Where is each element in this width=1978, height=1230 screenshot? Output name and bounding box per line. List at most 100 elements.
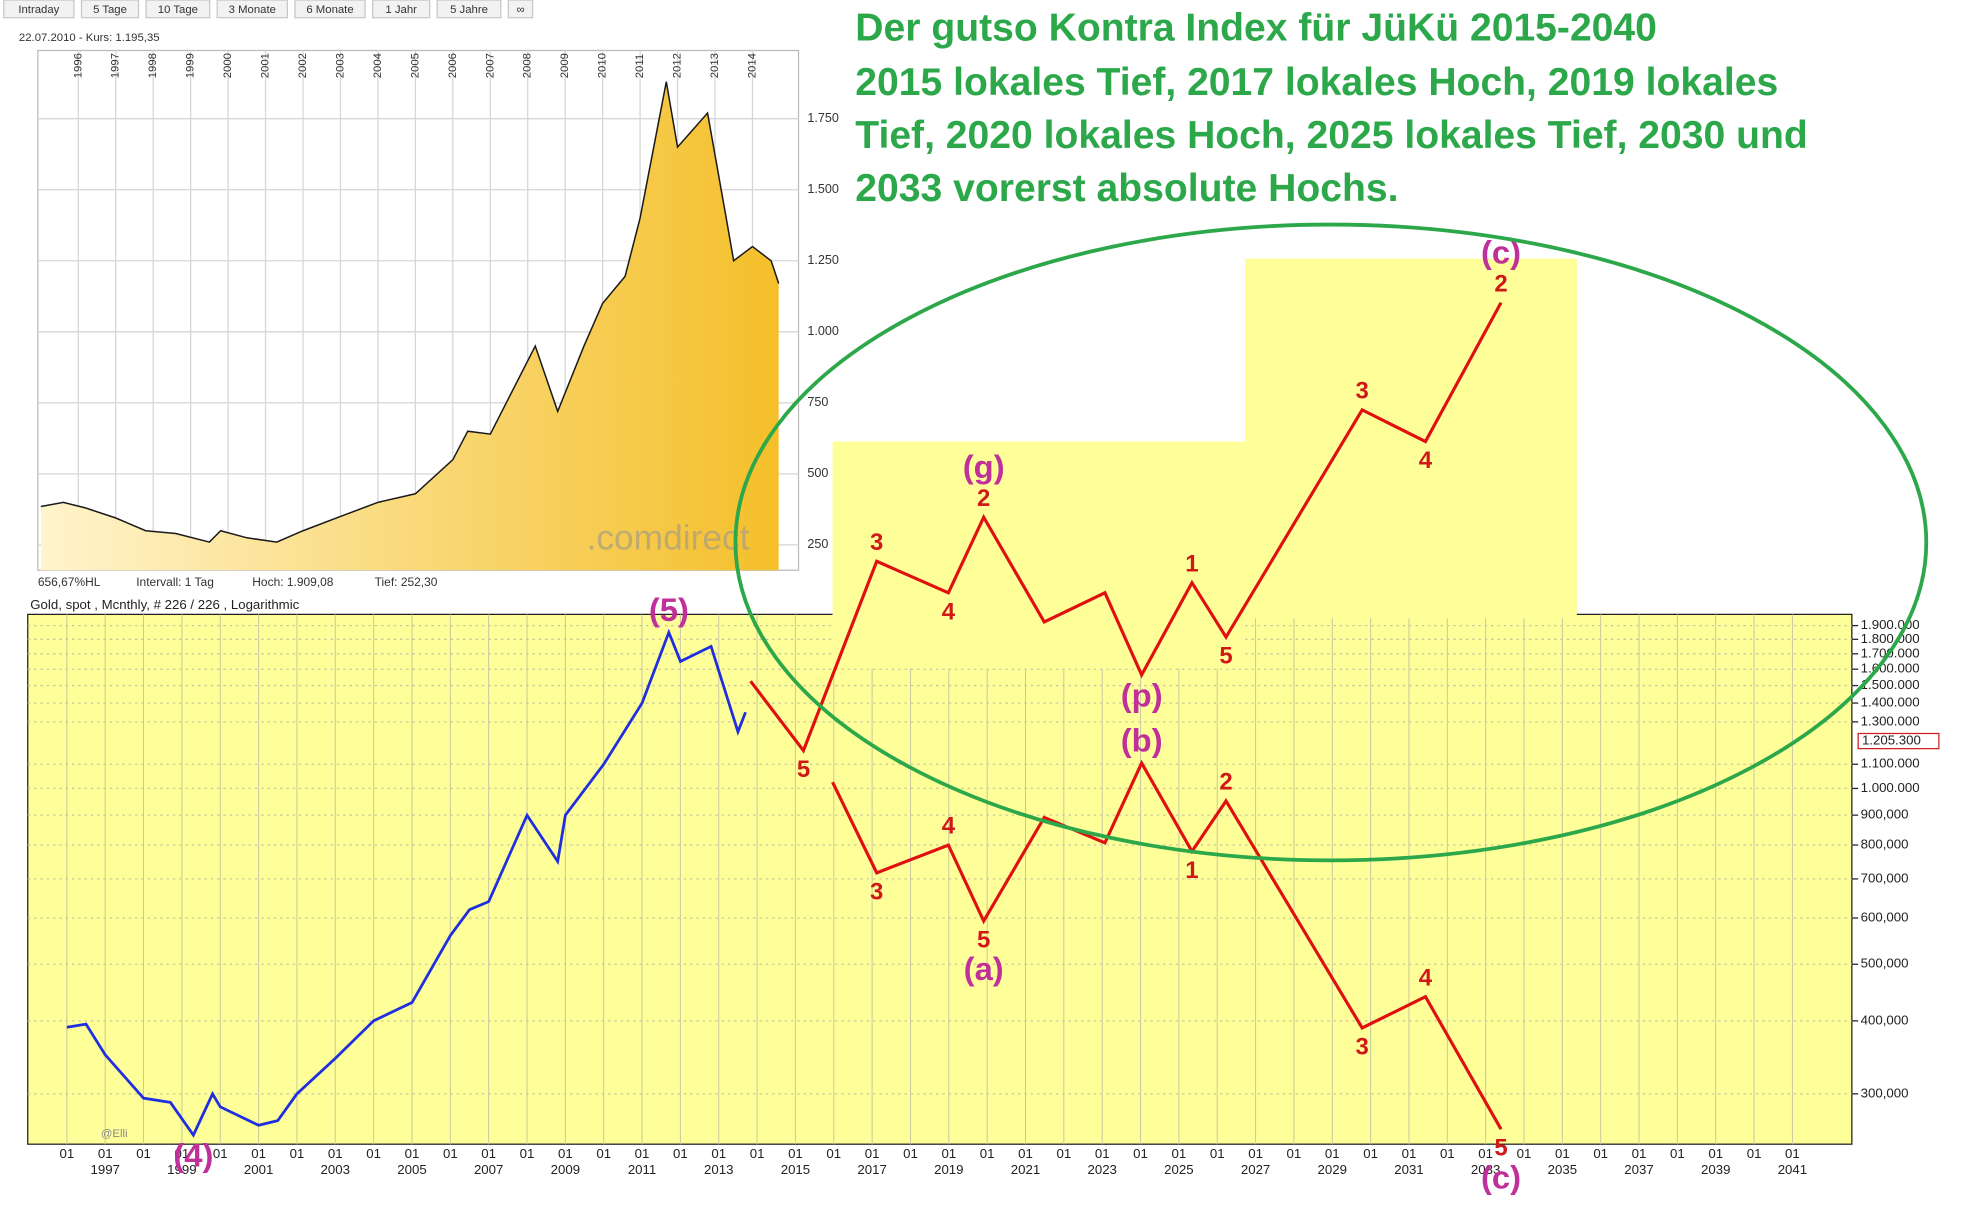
y-tick-label: 1.800.000 — [1861, 631, 1920, 646]
tab-label[interactable]: Intraday — [18, 4, 59, 16]
tab[interactable] — [145, 0, 211, 19]
x-tick-label: 2010 — [597, 53, 609, 78]
price-line — [40, 81, 780, 543]
degree-label: (c) — [1481, 1158, 1521, 1195]
month-tick-label: 01 — [251, 1146, 266, 1161]
month-tick-label: 01 — [1287, 1146, 1302, 1161]
month-tick-label: 01 — [443, 1146, 458, 1161]
x-tick-label: 2005 — [409, 53, 421, 78]
x-tick-label: 2041 — [1778, 1162, 1807, 1177]
projections: (4)(5)5342(g)(p)15342(c)345(a)(b)12345(c… — [173, 233, 1521, 1195]
headline: 2033 vorerst absolute Hochs. — [855, 167, 1398, 210]
tab-label[interactable]: 6 Monate — [306, 4, 353, 16]
bottom-chart: Gold, spot , Mcnthly, # 226 / 226 , Loga… — [27, 597, 1940, 1177]
month-tick-label: 01 — [1133, 1146, 1148, 1161]
x-tick-label: 2039 — [1701, 1162, 1730, 1177]
tab-label[interactable]: ∞ — [516, 4, 524, 16]
y-tick-label: 1.300.000 — [1861, 713, 1920, 728]
projection-line — [749, 301, 1503, 754]
y-tick-label: 1.600.000 — [1861, 661, 1920, 676]
month-tick-label: 01 — [1402, 1146, 1417, 1161]
tab[interactable] — [294, 0, 366, 19]
tab[interactable] — [216, 0, 288, 19]
x-tick-label: 1999 — [167, 1162, 196, 1177]
wave-label: 5 — [797, 756, 810, 783]
month-tick-label: 01 — [673, 1146, 688, 1161]
y-tick-label: 1.000.000 — [1861, 780, 1920, 795]
tab[interactable] — [436, 0, 502, 19]
month-tick-label: 01 — [596, 1146, 611, 1161]
x-tick-label: 2011 — [628, 1162, 656, 1177]
tab[interactable] — [372, 0, 431, 19]
tab-label[interactable]: 5 Tage — [93, 4, 127, 16]
degree-label: (a) — [964, 950, 1004, 987]
tab[interactable] — [507, 0, 534, 19]
month-tick-label: 01 — [520, 1146, 535, 1161]
copyright: @Elli — [101, 1128, 128, 1140]
current-price-box — [1857, 732, 1940, 750]
highlight-ellipse — [733, 222, 1929, 863]
x-tick-label: 2004 — [372, 53, 384, 78]
x-tick-label: 2037 — [1624, 1162, 1653, 1177]
x-tick-label: 2009 — [551, 1162, 580, 1177]
y-tick-label: 1.250 — [807, 253, 839, 267]
x-tick-label: 2003 — [321, 1162, 350, 1177]
overlay-patch — [1245, 258, 1577, 619]
x-tick-label: 2027 — [1241, 1162, 1270, 1177]
x-tick-label: 2007 — [484, 53, 496, 78]
month-tick-label: 01 — [1172, 1146, 1187, 1161]
footer-text: Intervall: 1 Tag — [136, 575, 214, 589]
x-tick-label: 2031 — [1394, 1162, 1423, 1177]
x-tick-label: 2017 — [857, 1162, 886, 1177]
wave-label: 4 — [1419, 447, 1433, 474]
tab-label[interactable]: 3 Monate — [229, 4, 276, 16]
y-tick-label: 800,000 — [1861, 837, 1909, 852]
month-tick-label: 01 — [711, 1146, 726, 1161]
wave-label: 3 — [1356, 378, 1369, 405]
month-tick-label: 01 — [1325, 1146, 1340, 1161]
wave-label: 1 — [1185, 857, 1198, 884]
month-tick-label: 01 — [1095, 1146, 1110, 1161]
top-chart: Intraday 5 Tage 10 Tage 3 Monate 6 Monate 1 J… — [3, 0, 839, 589]
y-tick-label: 500,000 — [1861, 956, 1909, 971]
month-tick-label: 01 — [826, 1146, 841, 1161]
y-tick-label: 900,000 — [1861, 807, 1909, 822]
price-line — [66, 628, 747, 1138]
area-fill — [40, 81, 779, 571]
degree-label: (4) — [173, 1136, 213, 1173]
tab[interactable] — [80, 0, 140, 19]
x-tick-label: 2021 — [1011, 1162, 1040, 1177]
month-tick-label: 01 — [1018, 1146, 1033, 1161]
current-price-label: 1.205.300 — [1862, 733, 1921, 748]
month-tick-label: 01 — [405, 1146, 420, 1161]
month-tick-label: 01 — [1747, 1146, 1762, 1161]
tab-label[interactable]: 10 Tage — [158, 4, 198, 16]
tab-label[interactable]: 1 Jahr — [385, 4, 417, 16]
tab-label[interactable]: 5 Jahre — [450, 4, 488, 16]
x-tick-label: 2002 — [297, 53, 309, 78]
month-tick-label: 01 — [635, 1146, 650, 1161]
x-tick-label: 2029 — [1318, 1162, 1347, 1177]
headline: Der gutso Kontra Index für JüKü 2015-204… — [855, 7, 1657, 50]
degree-label: (b) — [1121, 722, 1163, 759]
overlay-patch — [832, 441, 1246, 669]
x-tick-label: 2011 — [634, 54, 646, 78]
x-tick-label: 2012 — [672, 53, 684, 78]
month-tick-label: 01 — [1555, 1146, 1570, 1161]
x-tick-label: 2007 — [474, 1162, 503, 1177]
month-tick-label: 01 — [328, 1146, 343, 1161]
y-tick-label: 1.100.000 — [1861, 756, 1920, 771]
headline: 2015 lokales Tief, 2017 lokales Hoch, 20… — [855, 61, 1778, 104]
y-tick-label: 1.400.000 — [1861, 695, 1920, 710]
degree-label: (g) — [963, 448, 1005, 485]
tab[interactable] — [3, 0, 75, 19]
month-tick-label: 01 — [558, 1146, 573, 1161]
month-tick-label: 01 — [98, 1146, 113, 1161]
month-tick-label: 01 — [136, 1146, 151, 1161]
footer-text: Hoch: 1.909,08 — [252, 575, 334, 589]
x-tick-label: 2033 — [1471, 1162, 1500, 1177]
y-tick-label: 1.000 — [807, 324, 839, 338]
x-tick-label: 1998 — [147, 53, 159, 78]
month-tick-label: 01 — [865, 1146, 880, 1161]
projection-line — [831, 759, 1503, 1130]
